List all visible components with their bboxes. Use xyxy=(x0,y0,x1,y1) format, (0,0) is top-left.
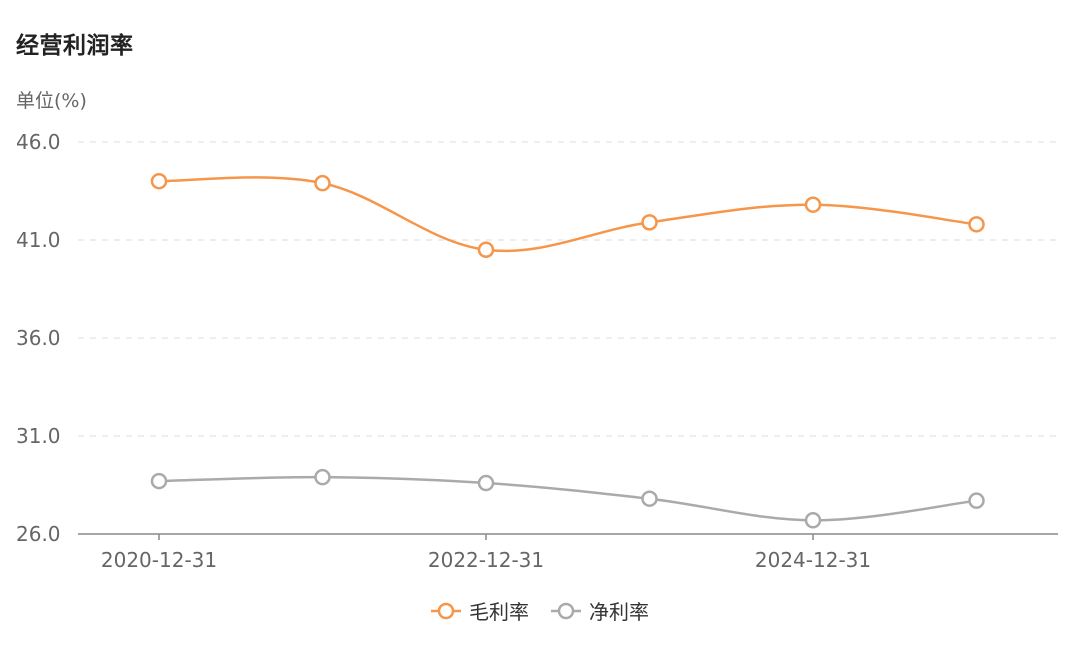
y-tick-label: 31.0 xyxy=(16,424,61,448)
y-tick-label: 36.0 xyxy=(16,326,61,350)
data-point-gross-margin xyxy=(968,216,985,233)
y-tick-label: 46.0 xyxy=(16,130,61,154)
data-point-net-margin xyxy=(150,472,168,490)
legend-line-circle-icon xyxy=(431,602,461,619)
data-point-net-margin xyxy=(968,492,985,509)
data-point-gross-margin xyxy=(150,172,168,190)
data-point-gross-margin xyxy=(314,174,331,192)
x-tick-label: 2020-12-31 xyxy=(101,548,217,572)
y-axis-unit-label: 单位(%) xyxy=(16,90,87,112)
data-point-net-margin xyxy=(314,468,331,486)
y-tick-label: 41.0 xyxy=(16,228,61,252)
series-line-gross-margin xyxy=(158,176,977,253)
data-point-gross-margin xyxy=(804,196,822,213)
data-point-net-margin xyxy=(477,474,495,492)
legend-label: 毛利率 xyxy=(469,600,529,624)
chart-legend: 毛利率 净利率 xyxy=(0,596,1080,625)
data-point-net-margin xyxy=(804,512,822,529)
data-point-gross-margin xyxy=(477,241,495,259)
legend-line-circle-icon xyxy=(551,602,581,619)
x-tick-label: 2022-12-31 xyxy=(428,548,544,572)
x-tick-label: 2024-12-31 xyxy=(755,548,871,572)
legend-item-net-margin[interactable]: 净利率 xyxy=(551,596,649,625)
legend-item-gross-margin[interactable]: 毛利率 xyxy=(431,596,529,625)
legend-label: 净利率 xyxy=(589,600,649,624)
y-tick-label: 26.0 xyxy=(16,522,61,546)
series-line-net-margin xyxy=(158,475,977,522)
data-point-gross-margin xyxy=(641,214,658,231)
chart-title: 经营利润率 xyxy=(16,33,134,59)
data-point-net-margin xyxy=(641,490,658,507)
